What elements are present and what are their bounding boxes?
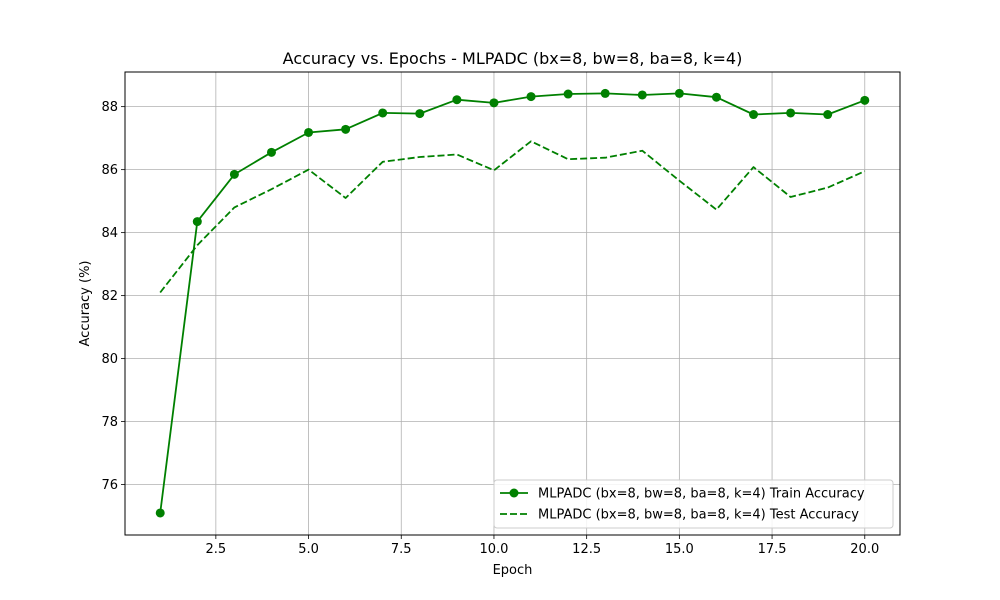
train-accuracy-point — [823, 110, 833, 120]
train-accuracy-point — [304, 127, 314, 137]
train-accuracy-point — [452, 95, 462, 105]
y-tick-label: 76 — [101, 478, 118, 493]
train-accuracy-point — [526, 92, 536, 102]
legend-test-label: MLPADC (bx=8, bw=8, ba=8, k=4) Test Accu… — [538, 508, 859, 523]
train-accuracy-point — [266, 147, 276, 157]
train-accuracy-point — [674, 88, 684, 98]
train-accuracy-point — [637, 90, 647, 100]
train-accuracy-point — [711, 92, 721, 102]
train-accuracy-point — [860, 95, 870, 105]
x-tick-label: 7.5 — [391, 542, 412, 557]
legend: MLPADC (bx=8, bw=8, ba=8, k=4) Train Acc… — [493, 479, 894, 529]
train-accuracy-point — [489, 98, 499, 108]
plot-frame — [124, 71, 901, 536]
chart-title: Accuracy vs. Epochs - MLPADC (bx=8, bw=8… — [283, 49, 743, 68]
y-tick-label: 80 — [101, 352, 118, 367]
train-accuracy-point — [786, 108, 796, 118]
train-accuracy-point — [378, 108, 388, 118]
y-axis-label: Accuracy (%) — [78, 261, 93, 347]
grid — [125, 72, 900, 535]
x-tick-label: 10.0 — [479, 542, 508, 557]
y-tick-label: 82 — [101, 289, 118, 304]
train-accuracy-point — [749, 110, 759, 120]
x-tick-label: 15.0 — [665, 542, 694, 557]
train-accuracy-point — [415, 109, 425, 119]
y-tick-label: 88 — [101, 100, 118, 115]
x-axis-label: Epoch — [493, 563, 533, 578]
x-tick-label: 17.5 — [758, 542, 787, 557]
legend-box — [493, 479, 894, 529]
tick-layer: 2.5 5.0 7.5 10.0 12.5 15.0 17.5 20.0 76 78 80 82 84 8… — [101, 100, 879, 557]
train-accuracy-point — [155, 508, 165, 518]
train-accuracy-point — [563, 89, 573, 99]
test-accuracy-line — [159, 140, 866, 294]
x-tick-label: 2.5 — [206, 542, 227, 557]
y-tick-label: 78 — [101, 415, 118, 430]
train-accuracy-point — [600, 88, 610, 98]
series-layer — [155, 88, 870, 518]
legend-train-label: MLPADC (bx=8, bw=8, ba=8, k=4) Train Acc… — [538, 487, 865, 502]
train-accuracy-line — [159, 92, 866, 514]
y-tick-label: 84 — [101, 226, 118, 241]
train-accuracy-point — [341, 124, 351, 134]
x-tick-label: 12.5 — [572, 542, 601, 557]
y-tick-label: 86 — [101, 163, 118, 178]
train-accuracy-point — [229, 169, 239, 179]
x-tick-label: 5.0 — [298, 542, 319, 557]
x-tick-label: 20.0 — [850, 542, 879, 557]
legend-train-marker — [509, 488, 519, 498]
train-accuracy-point — [192, 217, 202, 227]
